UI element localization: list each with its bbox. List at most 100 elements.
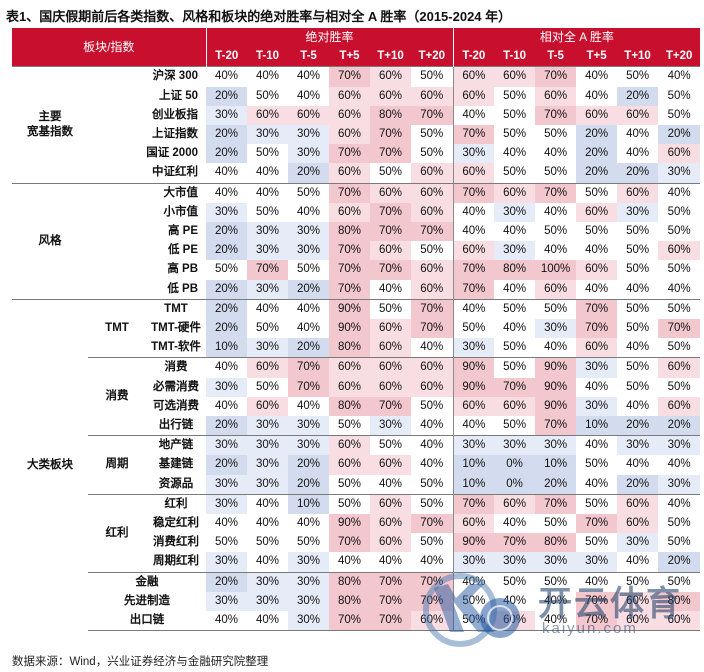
absolute-win-rate-cell: 30% <box>206 474 247 495</box>
absolute-win-rate-cell: 20% <box>206 125 247 145</box>
relative-win-rate-cell: 40% <box>576 241 618 261</box>
absolute-win-rate-cell: 60% <box>370 66 411 87</box>
absolute-win-rate-cell: 10% <box>206 338 247 358</box>
relative-win-rate-cell: 30% <box>617 202 659 223</box>
relative-win-rate-cell: 70% <box>494 533 536 553</box>
relative-win-rate-cell: 50% <box>535 298 577 320</box>
absolute-win-rate-cell: 30% <box>288 591 329 612</box>
relative-win-rate-cell: 20% <box>535 474 577 495</box>
absolute-win-rate-cell: 70% <box>370 202 411 223</box>
relative-win-rate-cell: 30% <box>494 202 536 223</box>
absolute-win-rate-cell: 60% <box>329 435 370 456</box>
relative-win-rate-cell: 40% <box>452 571 495 592</box>
relative-win-rate-cell: 80% <box>494 260 536 280</box>
absolute-win-rate-cell: 30% <box>247 416 288 436</box>
relative-win-rate-cell: 60% <box>452 241 495 261</box>
relative-win-rate-cell: 50% <box>617 222 659 242</box>
absolute-win-rate-cell: 60% <box>411 377 454 397</box>
relative-win-rate-cell: 40% <box>576 571 618 592</box>
absolute-win-rate-cell: 50% <box>247 533 288 553</box>
relative-win-rate-cell: 30% <box>452 552 495 573</box>
absolute-win-rate-cell: 50% <box>411 493 454 515</box>
subgroup-label: 周期 <box>88 435 146 495</box>
table-row: 国证 2000 20% 50% 30% 70% 70% 50% 30% 40% 40% 20% 40%… <box>12 144 701 164</box>
absolute-win-rate-cell: 50% <box>370 298 411 320</box>
absolute-win-rate-cell: 30% <box>247 241 288 261</box>
row-label: 小市值 <box>163 205 199 218</box>
absolute-win-rate-cell: 40% <box>288 66 329 87</box>
row-label: 高 PE <box>167 225 198 238</box>
absolute-win-rate-cell: 30% <box>288 552 329 573</box>
relative-win-rate-cell: 40% <box>617 552 659 573</box>
absolute-win-rate-cell: 70% <box>329 66 370 87</box>
relative-win-rate-cell: 60% <box>658 144 701 164</box>
relative-win-rate-cell: 40% <box>617 396 659 417</box>
relative-win-rate-cell: 40% <box>576 66 618 87</box>
abs-period-header: T-20 <box>205 47 247 67</box>
abs-period-header: T+5 <box>329 47 370 67</box>
relative-win-rate-cell: 40% <box>452 202 495 223</box>
relative-win-rate-cell: 60% <box>494 396 536 417</box>
table-row: TMT-软件 10% 30% 20% 80% 60% 40% 30% 50% 40% 60% 40% 5… <box>12 338 701 358</box>
row-label: 必需消费 <box>153 380 199 393</box>
row-label: 中证红利 <box>152 166 198 179</box>
absolute-win-rate-cell: 70% <box>329 241 370 261</box>
absolute-win-rate-cell: 90% <box>329 514 370 534</box>
relative-win-rate-cell: 40% <box>452 416 495 436</box>
absolute-win-rate-cell: 40% <box>247 514 288 534</box>
relative-win-rate-cell: 30% <box>452 435 495 456</box>
absolute-win-rate-cell: 80% <box>329 571 370 592</box>
absolute-win-rate-cell: 40% <box>247 182 288 203</box>
absolute-win-rate-cell: 40% <box>370 552 411 573</box>
group-label: 主要 宽基指数 <box>12 66 88 184</box>
relative-win-rate-cell: 50% <box>494 357 536 378</box>
absolute-win-rate-cell: 30% <box>288 144 329 164</box>
subgroup-label: TMT <box>88 298 146 358</box>
relative-win-rate-cell: 70% <box>576 319 618 339</box>
header-relative-win-rate: 相对全 A 胜率 <box>452 28 701 48</box>
absolute-win-rate-cell: 40% <box>288 514 329 534</box>
absolute-win-rate-cell: 40% <box>411 338 454 358</box>
row-label: 可选消费 <box>153 399 199 412</box>
absolute-win-rate-cell: 70% <box>329 611 370 632</box>
absolute-win-rate-cell: 60% <box>411 182 454 203</box>
group-label: 风格 <box>12 182 88 300</box>
relative-win-rate-cell: 50% <box>576 222 618 242</box>
absolute-win-rate-cell: 50% <box>247 86 288 106</box>
relative-win-rate-cell: 30% <box>535 319 577 339</box>
absolute-win-rate-cell: 30% <box>288 125 329 145</box>
table-row: 上证指数 20% 30% 30% 60% 70% 50% 70% 50% 50% 20% 40% 20% <box>12 125 701 145</box>
absolute-win-rate-cell: 70% <box>370 571 411 592</box>
absolute-win-rate-cell: 70% <box>288 357 329 378</box>
relative-win-rate-cell: 40% <box>494 514 536 534</box>
absolute-win-rate-cell: 30% <box>288 241 329 261</box>
absolute-win-rate-cell: 50% <box>411 533 454 553</box>
table-row: 创业板指 30% 60% 60% 60% 80% 70% 40% 50% 70% 60% 60% 50% <box>12 105 701 126</box>
relative-win-rate-cell: 60% <box>494 182 536 203</box>
row-label: 低 PE <box>167 244 198 257</box>
absolute-win-rate-cell: 30% <box>206 202 247 223</box>
relative-win-rate-cell: 60% <box>576 202 618 223</box>
absolute-win-rate-cell: 50% <box>411 474 454 495</box>
relative-win-rate-cell: 40% <box>658 279 701 300</box>
absolute-win-rate-cell: 50% <box>370 163 411 184</box>
relative-win-rate-cell: 90% <box>535 357 577 378</box>
table-row: 上证 50 20% 50% 40% 60% 60% 60% 60% 50% 60% 40% 20% 50… <box>12 86 701 106</box>
table-row: 低 PE 20% 30% 30% 70% 60% 50% 60% 30% 40% 40% 50% 60% <box>12 241 701 261</box>
absolute-win-rate-cell: 70% <box>370 611 411 632</box>
absolute-win-rate-cell: 20% <box>206 571 247 592</box>
rel-period-header: T+5 <box>576 47 618 67</box>
relative-win-rate-cell: 50% <box>494 105 536 126</box>
relative-win-rate-cell: 60% <box>494 611 536 632</box>
row-label: 出行链 <box>158 419 194 432</box>
relative-win-rate-cell: 50% <box>494 298 536 320</box>
absolute-win-rate-cell: 30% <box>247 474 288 495</box>
absolute-win-rate-cell: 60% <box>247 105 288 126</box>
table-row: 高 PE 20% 30% 30% 80% 70% 70% 40% 40% 50% 50% 50% 50% <box>12 222 701 242</box>
relative-win-rate-cell: 60% <box>452 86 495 106</box>
absolute-win-rate-cell: 80% <box>329 222 370 242</box>
absolute-win-rate-cell: 60% <box>288 105 329 126</box>
absolute-win-rate-cell: 60% <box>411 279 454 300</box>
relative-win-rate-cell: 30% <box>452 144 495 164</box>
rel-period-header: T-20 <box>452 47 495 67</box>
